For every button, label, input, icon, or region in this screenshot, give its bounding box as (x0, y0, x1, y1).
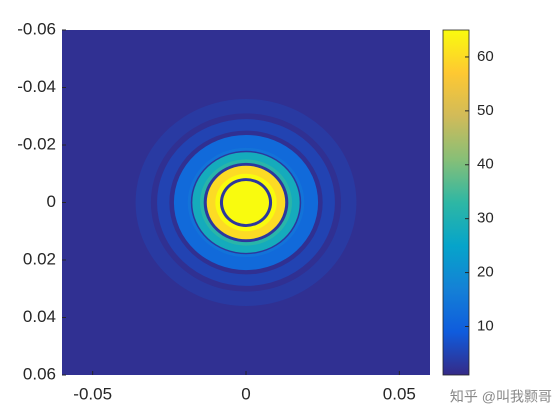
colorbar-tick-label: 60 (477, 48, 494, 65)
heatmap (62, 30, 430, 375)
colorbar-tick-label: 20 (477, 264, 494, 281)
watermark: 知乎 @叫我颢哥 (450, 389, 552, 405)
y-tick-label: 0.02 (23, 249, 56, 268)
ring (223, 180, 269, 225)
x-tick-label: -0.05 (73, 384, 112, 403)
colorbar-tick-label: 50 (477, 102, 494, 119)
y-tick-label: 0.04 (23, 307, 56, 326)
x-tick-label: 0.05 (383, 384, 416, 403)
y-tick-label: -0.02 (17, 134, 56, 153)
y-tick-label: -0.04 (17, 77, 56, 96)
y-tick-label: 0.06 (23, 364, 56, 383)
colorbar-tick-label: 40 (477, 156, 494, 173)
colorbar-tick-label: 30 (477, 210, 494, 227)
x-tick-label: 0 (241, 384, 250, 403)
colorbar (442, 29, 470, 376)
y-tick-label: -0.06 (17, 19, 56, 38)
y-tick-label: 0 (47, 192, 56, 211)
colorbar-tick-label: 10 (477, 317, 494, 334)
